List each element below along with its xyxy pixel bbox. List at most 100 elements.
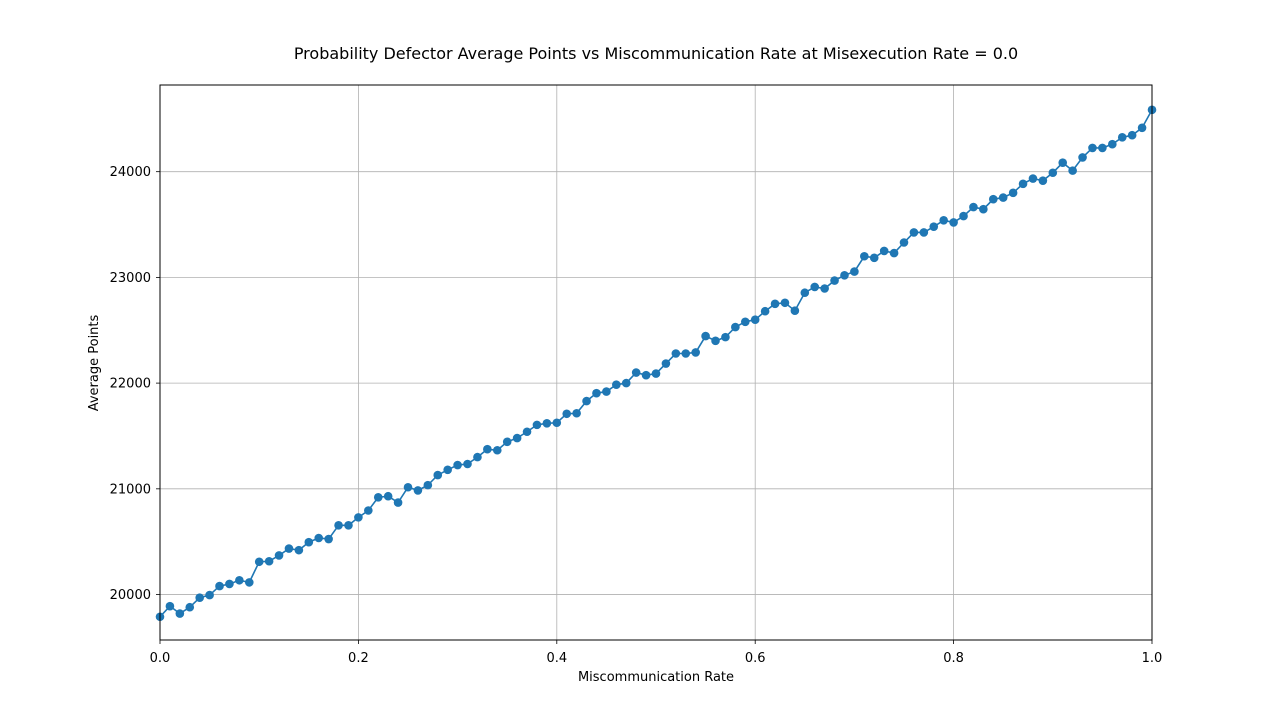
data-point <box>244 578 254 587</box>
data-point <box>602 387 611 396</box>
data-point <box>998 193 1008 202</box>
data-point <box>1028 174 1038 183</box>
data-point <box>532 420 542 430</box>
data-point <box>840 270 849 280</box>
data-point <box>215 581 224 591</box>
data-point <box>383 491 393 501</box>
plot-frame <box>159 84 1153 641</box>
data-point <box>770 299 780 309</box>
data-point <box>582 396 591 406</box>
data-point <box>780 298 790 308</box>
data-point <box>909 228 919 237</box>
data-point <box>364 506 373 515</box>
x-axis-label: Miscommunication Rate <box>578 670 734 685</box>
y-tick-label: 23000 <box>110 271 151 286</box>
x-tick-label: 0.4 <box>546 651 567 666</box>
data-point <box>810 282 820 292</box>
data-point <box>711 336 720 346</box>
data-point <box>344 521 353 530</box>
data-point <box>850 267 859 276</box>
data-point <box>403 482 413 492</box>
data-point <box>681 349 691 358</box>
data-point <box>1078 153 1087 162</box>
data-series <box>155 105 1157 622</box>
data-point <box>453 460 462 470</box>
data-point <box>830 276 839 285</box>
data-point <box>195 593 204 603</box>
data-point <box>1048 168 1058 178</box>
y-tick-label: 22000 <box>110 377 151 392</box>
data-point <box>889 248 899 258</box>
data-point <box>304 537 314 547</box>
data-point <box>691 348 700 357</box>
data-point <box>641 370 651 380</box>
data-point <box>1117 133 1127 142</box>
data-point <box>820 284 829 293</box>
data-point <box>373 492 383 502</box>
data-point <box>433 470 443 480</box>
x-axis-ticks: 0.0 0.2 0.4 0.6 0.8 1.0 <box>150 640 1163 666</box>
data-point <box>790 306 800 316</box>
data-point <box>294 545 304 555</box>
data-point <box>235 575 244 585</box>
data-point <box>413 486 423 495</box>
data-point <box>1088 143 1097 153</box>
data-point <box>731 322 740 332</box>
data-point <box>869 253 879 263</box>
data-point <box>592 388 601 398</box>
data-point <box>522 427 532 437</box>
data-point <box>750 315 760 324</box>
chart-title: Probability Defector Average Points vs M… <box>294 44 1018 63</box>
data-point <box>185 602 195 612</box>
x-tick-label: 0.8 <box>943 651 964 666</box>
data-point <box>443 465 452 475</box>
data-point <box>165 601 175 611</box>
data-point <box>1018 179 1028 189</box>
x-tick-label: 0.0 <box>150 651 171 666</box>
data-point <box>671 349 681 358</box>
data-point <box>1058 158 1068 167</box>
data-point <box>393 498 403 507</box>
data-point <box>542 418 552 428</box>
data-point <box>721 332 730 342</box>
x-tick-label: 1.0 <box>1142 651 1163 666</box>
data-point <box>939 216 948 225</box>
data-point <box>1127 130 1137 140</box>
data-point <box>612 380 621 390</box>
data-point <box>1108 139 1117 149</box>
data-point <box>631 368 641 377</box>
data-point <box>492 445 502 455</box>
data-point <box>225 579 234 589</box>
data-point <box>1098 143 1107 153</box>
data-point <box>562 409 572 419</box>
y-axis-ticks: 20000 21000 22000 23000 24000 <box>110 165 160 603</box>
data-point <box>264 556 274 566</box>
x-tick-label: 0.6 <box>745 651 766 666</box>
data-point <box>502 437 512 447</box>
data-point <box>929 222 939 231</box>
y-tick-label: 21000 <box>110 482 151 497</box>
data-point <box>334 521 343 530</box>
data-point <box>701 331 710 341</box>
data-point <box>483 444 492 454</box>
data-point <box>314 533 324 543</box>
data-point <box>899 238 909 247</box>
data-point <box>512 433 522 443</box>
x-tick-label: 0.2 <box>348 651 369 666</box>
y-axis-label: Average Points <box>87 314 102 411</box>
data-point <box>1008 188 1018 198</box>
data-point <box>740 317 750 327</box>
data-point <box>175 609 185 618</box>
data-point <box>860 251 869 261</box>
data-point <box>988 194 998 204</box>
data-point <box>473 452 482 462</box>
data-point <box>423 480 433 490</box>
data-point <box>354 513 363 522</box>
data-point <box>969 202 978 212</box>
data-point <box>1038 176 1048 185</box>
data-point <box>621 378 631 388</box>
data-point <box>651 369 661 378</box>
data-point <box>979 204 988 214</box>
